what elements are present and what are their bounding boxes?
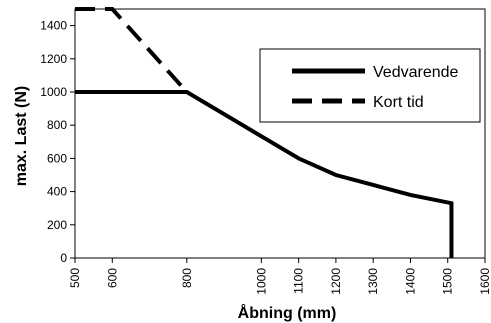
x-tick-label: 1300 — [366, 268, 380, 295]
series-line-vedvarende — [75, 90, 454, 258]
y-tick-label: 600 — [47, 151, 67, 165]
y-tick-label: 1000 — [40, 85, 67, 99]
x-tick-label: 800 — [180, 268, 194, 288]
x-tick-label: 1200 — [329, 268, 343, 295]
x-tick-label: 500 — [68, 268, 82, 288]
x-tick-label: 1400 — [403, 268, 417, 295]
y-tick-label: 1200 — [40, 52, 67, 66]
y-tick-label: 800 — [47, 118, 67, 132]
plot-area-border — [74, 8, 486, 259]
x-tick-label: 1100 — [292, 268, 306, 294]
legend-box — [259, 48, 481, 123]
y-tick-label: 0 — [60, 251, 67, 265]
y-axis-title: max. Last (N) — [13, 86, 30, 186]
x-tick-label: 600 — [105, 268, 119, 288]
series-line-kort-tid — [75, 7, 189, 94]
x-axis-title: Åbning (mm) — [238, 303, 337, 322]
x-tick-label: 1500 — [441, 268, 455, 295]
y-tick-label: 400 — [47, 185, 67, 199]
x-tick-label: 1000 — [254, 268, 268, 295]
x-tick-label: 1600 — [478, 268, 491, 295]
legend: Vedvarende Kort tid — [259, 48, 481, 123]
legend-label-vedvarende: Vedvarende — [373, 64, 459, 81]
legend-label-kort-tid: Kort tid — [373, 94, 424, 111]
y-tick-label: 200 — [47, 218, 67, 232]
y-tick-label: 1400 — [40, 19, 67, 33]
